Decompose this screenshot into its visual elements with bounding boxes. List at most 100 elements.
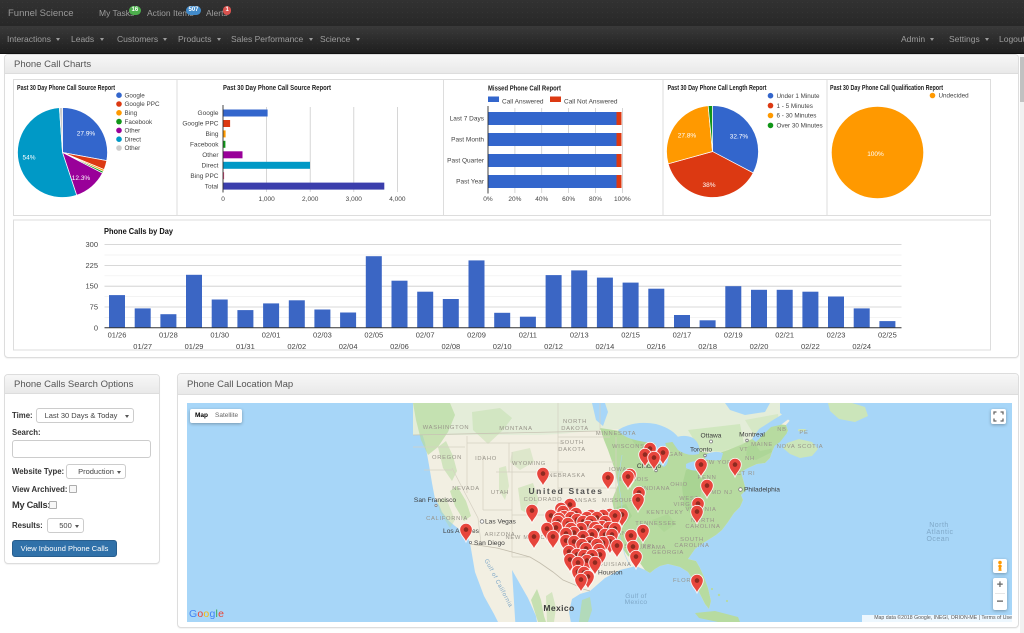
svg-text:Mexico: Mexico — [543, 603, 574, 613]
svg-text:80%: 80% — [589, 196, 602, 203]
svg-text:3,000: 3,000 — [346, 196, 363, 203]
svg-text:GEORGIA: GEORGIA — [652, 550, 684, 556]
svg-text:DAKOTA: DAKOTA — [561, 426, 589, 432]
svg-text:02/13: 02/13 — [570, 331, 589, 340]
svg-text:02/01: 02/01 — [262, 331, 281, 340]
svg-text:OHIO: OHIO — [670, 482, 688, 488]
svg-text:02/15: 02/15 — [621, 331, 640, 340]
svg-text:NORTH: NORTH — [563, 419, 587, 425]
svg-text:Bing: Bing — [205, 131, 218, 138]
svg-text:Past Year: Past Year — [456, 179, 485, 186]
svg-text:Call Not Answered: Call Not Answered — [564, 99, 618, 106]
svg-text:27.8%: 27.8% — [678, 133, 697, 140]
svg-text:02/12: 02/12 — [544, 342, 563, 351]
svg-text:North: North — [929, 522, 949, 529]
svg-text:NB: NB — [777, 427, 786, 433]
svg-text:Gulf of: Gulf of — [625, 593, 647, 600]
svg-text:Facebook: Facebook — [125, 119, 154, 126]
svg-text:MD NJ: MD NJ — [711, 490, 732, 496]
svg-text:02/24: 02/24 — [852, 342, 871, 351]
svg-text:Undecided: Undecided — [939, 93, 970, 100]
svg-text:ARIZONA: ARIZONA — [485, 532, 516, 538]
svg-text:COLORADO: COLORADO — [524, 497, 563, 503]
svg-text:PE: PE — [799, 430, 808, 436]
svg-text:02/07: 02/07 — [416, 331, 435, 340]
svg-text:NEBRASKA: NEBRASKA — [548, 473, 585, 479]
svg-text:SOUTH: SOUTH — [680, 537, 704, 543]
svg-text:01/31: 01/31 — [236, 342, 255, 351]
svg-text:02/14: 02/14 — [596, 342, 615, 351]
svg-text:Past 30 Day Phone Call Source: Past 30 Day Phone Call Source Report — [17, 85, 116, 92]
svg-text:Las Vegas: Las Vegas — [485, 519, 516, 526]
svg-text:UTAH: UTAH — [491, 490, 509, 496]
svg-text:02/25: 02/25 — [878, 331, 897, 340]
svg-text:NEVADA: NEVADA — [452, 486, 480, 492]
svg-text:VT: VT — [740, 447, 749, 453]
svg-text:Toronto: Toronto — [690, 447, 712, 454]
svg-text:DAKOTA: DAKOTA — [558, 447, 586, 453]
svg-text:CT RI: CT RI — [737, 471, 756, 477]
svg-text:Past Quarter: Past Quarter — [447, 158, 485, 165]
svg-text:San Francisco: San Francisco — [414, 497, 456, 504]
svg-text:San Diego: San Diego — [474, 540, 505, 547]
svg-text:01/30: 01/30 — [210, 331, 229, 340]
svg-text:LOUISIANA: LOUISIANA — [594, 562, 631, 568]
svg-text:225: 225 — [85, 261, 98, 270]
svg-text:02/17: 02/17 — [673, 331, 692, 340]
svg-text:02/11: 02/11 — [519, 331, 537, 340]
svg-text:United States: United States — [528, 486, 603, 496]
svg-text:Google PPC: Google PPC — [125, 101, 160, 108]
svg-text:WEST: WEST — [679, 496, 699, 502]
svg-text:Atlantic: Atlantic — [927, 529, 954, 536]
svg-text:02/16: 02/16 — [647, 342, 666, 351]
svg-text:Chicago: Chicago — [637, 463, 662, 470]
svg-text:WYOMING: WYOMING — [512, 461, 546, 467]
svg-text:VIRGINIA: VIRGINIA — [673, 502, 704, 508]
svg-text:02/21: 02/21 — [775, 331, 794, 340]
svg-text:Total: Total — [205, 183, 219, 190]
svg-text:02/06: 02/06 — [390, 342, 409, 351]
svg-text:100%: 100% — [867, 151, 884, 158]
svg-text:NH: NH — [745, 456, 755, 462]
svg-text:01/26: 01/26 — [108, 331, 127, 340]
svg-text:ALABAMA: ALABAMA — [634, 545, 666, 551]
svg-text:MINNESOTA: MINNESOTA — [596, 431, 636, 437]
svg-text:MAINE: MAINE — [751, 442, 773, 448]
svg-text:1,000: 1,000 — [258, 196, 275, 203]
svg-text:TENNESSEE: TENNESSEE — [635, 521, 676, 527]
svg-text:MISSOURI: MISSOURI — [602, 498, 636, 504]
svg-text:NORTH: NORTH — [691, 518, 715, 524]
svg-text:Past Month: Past Month — [451, 137, 484, 144]
svg-text:02/05: 02/05 — [364, 331, 383, 340]
svg-text:12.3%: 12.3% — [72, 175, 91, 182]
svg-text:Last 7 Days: Last 7 Days — [450, 116, 485, 123]
svg-text:40%: 40% — [535, 196, 548, 203]
svg-text:KENTUCKY: KENTUCKY — [646, 510, 683, 516]
svg-text:02/23: 02/23 — [827, 331, 846, 340]
svg-text:300: 300 — [85, 240, 98, 249]
svg-text:100%: 100% — [614, 196, 631, 203]
svg-text:CAROLINA: CAROLINA — [685, 524, 720, 530]
svg-text:60%: 60% — [562, 196, 575, 203]
svg-text:Google PPC: Google PPC — [182, 121, 218, 128]
svg-text:32.7%: 32.7% — [730, 134, 749, 141]
svg-text:02/09: 02/09 — [467, 331, 486, 340]
svg-text:Bing PPC: Bing PPC — [190, 173, 218, 180]
svg-text:01/28: 01/28 — [159, 331, 178, 340]
svg-text:Other: Other — [202, 152, 219, 159]
svg-text:Bing: Bing — [125, 110, 138, 117]
svg-text:NEW YORK: NEW YORK — [699, 460, 736, 466]
svg-text:Direct: Direct — [125, 136, 142, 143]
svg-text:Facebook: Facebook — [190, 142, 219, 149]
svg-text:02/20: 02/20 — [750, 342, 769, 351]
svg-text:NOVA SCOTIA: NOVA SCOTIA — [777, 444, 824, 450]
svg-text:75: 75 — [90, 303, 98, 312]
svg-text:Google: Google — [198, 110, 219, 117]
svg-text:4,000: 4,000 — [389, 196, 406, 203]
svg-text:150: 150 — [85, 282, 98, 291]
svg-text:Other: Other — [125, 128, 141, 135]
svg-text:0: 0 — [94, 323, 98, 332]
svg-text:02/08: 02/08 — [441, 342, 460, 351]
svg-text:ARKANSAS: ARKANSAS — [603, 531, 640, 537]
svg-text:SOUTH: SOUTH — [560, 440, 584, 446]
